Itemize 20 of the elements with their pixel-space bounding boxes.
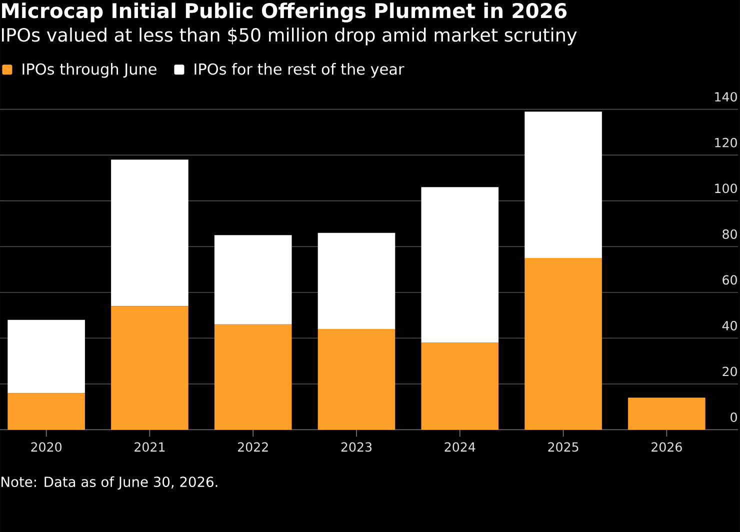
y-tick-label: 100 xyxy=(715,184,737,194)
x-tick-label: 2021 xyxy=(134,442,165,452)
legend-label: IPOs through June xyxy=(22,63,156,78)
x-tick-label: 2022 xyxy=(238,442,268,452)
y-tick-label: 140 xyxy=(715,92,737,102)
x-tick-label: 2025 xyxy=(548,442,578,452)
y-tick-label: 40 xyxy=(722,320,737,330)
y-tick-label: 120 xyxy=(715,138,737,148)
x-tick-label: 2023 xyxy=(341,442,372,452)
x-tick-label: 2024 xyxy=(444,442,476,452)
chart-title: Microcap Initial Public Offerings Plummet in 2026 xyxy=(2,2,567,22)
y-tick-label: 0 xyxy=(730,412,737,422)
x-tick-label: 2020 xyxy=(31,442,62,452)
y-tick-label: 80 xyxy=(722,229,737,239)
x-tick-label: 2026 xyxy=(652,442,682,452)
y-tick-label: 20 xyxy=(722,366,737,376)
legend-label: IPOs for the rest of the year xyxy=(194,63,404,78)
text: Note: Data as of June 30, 2026. xyxy=(2,476,218,490)
chart-subtitle: IPOs valued at less than $50 million drop amid market scrutiny xyxy=(2,28,577,46)
y-tick-label: 60 xyxy=(722,275,737,285)
